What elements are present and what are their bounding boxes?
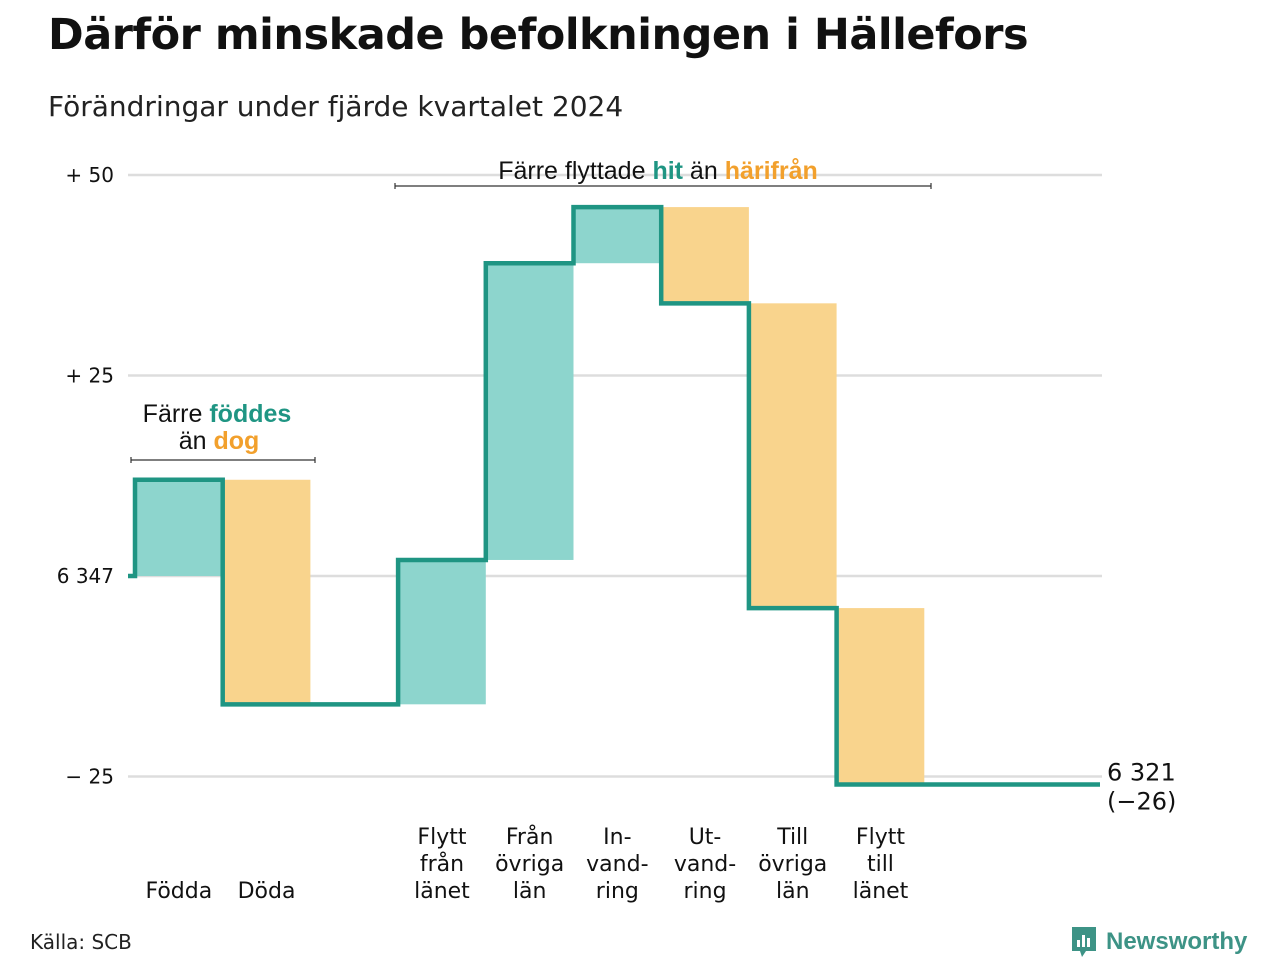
inflow-bar <box>573 207 662 264</box>
brand-name: Newsworthy <box>1106 928 1248 955</box>
outflow-bar <box>661 207 749 304</box>
cumulative-line <box>128 204 1100 787</box>
brand-logo: Newsworthy <box>1070 924 1247 960</box>
inflow-bar <box>135 479 223 576</box>
migration-annotation: Färre flyttade hit än härifrån <box>498 157 818 185</box>
bars-layer <box>135 207 925 785</box>
category-label: In-vand-ring <box>586 825 648 904</box>
births-annotation-line1: Färre föddes <box>143 400 292 428</box>
y-tick-label: + 50 <box>65 163 114 187</box>
inflow-bar <box>398 559 486 705</box>
category-label: Flytt från länet <box>414 825 470 904</box>
inflow-bar <box>485 263 574 560</box>
y-tick-label: 6 347 <box>57 564 114 588</box>
category-label: Födda <box>145 879 212 904</box>
grid-layer: + 50 + 25 6 347 − 25 <box>57 163 1102 789</box>
outflow-bar <box>748 303 837 609</box>
newsworthy-logo-icon <box>1072 927 1096 957</box>
category-label: Till övriga län <box>758 825 827 904</box>
y-tick-label: + 25 <box>65 364 114 388</box>
y-tick-label: − 25 <box>65 765 114 789</box>
chart-subtitle: Förändringar under fjärde kvartalet 2024 <box>48 90 624 123</box>
end-change-label: (−26) <box>1107 788 1176 816</box>
category-label: Ut-vand-ring <box>674 825 736 904</box>
category-label: Flytt till länet <box>853 825 909 904</box>
end-value-label: 6 321 <box>1107 759 1176 787</box>
labels-layer: Födda Döda Flytt från länet Från övriga län In-v… <box>145 759 1176 904</box>
chart-title: Därför minskade befolkningen i Hällefors <box>48 10 1029 60</box>
outflow-bar <box>836 608 925 785</box>
line-layer <box>128 204 1100 787</box>
births-annotation-line2: än dog <box>179 427 260 455</box>
source-note: Källa: SCB <box>30 930 132 954</box>
outflow-bar <box>222 479 311 705</box>
category-label: Från övriga län <box>495 824 564 904</box>
category-label: Döda <box>238 879 296 904</box>
